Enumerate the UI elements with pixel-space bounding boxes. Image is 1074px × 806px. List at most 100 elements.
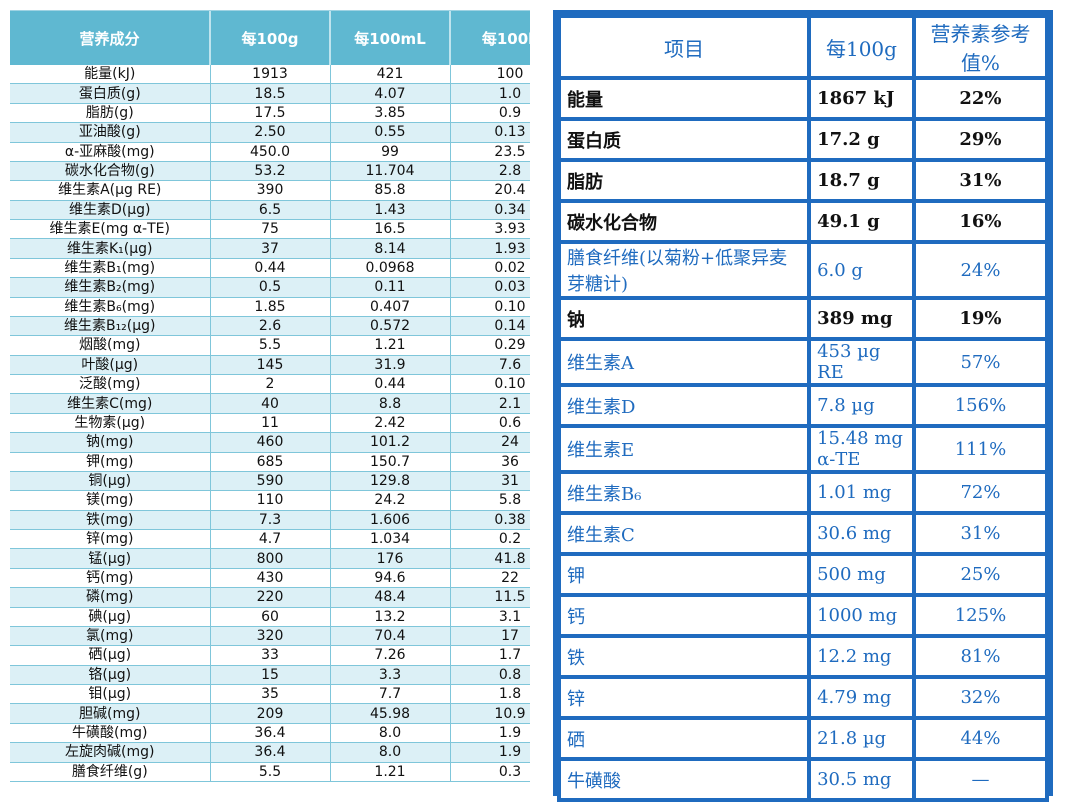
left-cell-per-100ml: 101.2 <box>330 432 451 453</box>
left-cell-per-100g: 590 <box>210 471 331 492</box>
right-cell-nrv: 111% <box>915 428 1045 470</box>
right-cell-nrv: 156% <box>915 387 1045 424</box>
left-cell-per-100ml: 129.8 <box>330 471 451 492</box>
left-cell-nutrient: 维生素B₂(mg) <box>10 277 211 298</box>
left-cell-nutrient: 磷(mg) <box>10 587 211 608</box>
left-cell-per-100ml: 99 <box>330 142 451 162</box>
left-cell-per-100ml: 150.7 <box>330 452 451 472</box>
left-cell-per-100g: 2.50 <box>210 122 331 143</box>
right-cell-per-100g: 389 mg <box>811 300 912 337</box>
table-row: 维生素C(mg) 40 8.8 2.1 <box>10 393 530 414</box>
left-cell-per-100k: 1.7 <box>450 645 530 666</box>
table-row: 钙 1000 mg 125% <box>561 597 1045 634</box>
left-cell-per-100ml: 70.4 <box>330 626 451 647</box>
left-cell-per-100g: 320 <box>210 626 331 647</box>
left-cell-per-100g: 145 <box>210 355 331 376</box>
table-row: 硒(µg) 33 7.26 1.7 <box>10 645 530 666</box>
right-cell-item: 碳水化合物 <box>561 203 808 240</box>
right-cell-nrv: 19% <box>915 300 1045 337</box>
table-row: 维生素A(µg RE) 390 85.8 20.4 <box>10 180 530 201</box>
left-cell-nutrient: 脂肪(g) <box>10 103 211 124</box>
table-row: 维生素D 7.8 µg 156% <box>561 387 1045 424</box>
left-cell-per-100g: 450.0 <box>210 142 331 162</box>
left-cell-per-100k: 36 <box>450 452 530 472</box>
left-cell-per-100ml: 0.0968 <box>330 258 451 279</box>
right-cell-item: 维生素A <box>561 341 808 383</box>
right-cell-per-100g: 18.7 g <box>811 162 912 199</box>
left-cell-nutrient: 泛酸(mg) <box>10 374 211 395</box>
left-cell-per-100ml: 2.42 <box>330 413 451 434</box>
right-cell-item: 能量 <box>561 80 808 117</box>
right-cell-nrv: 32% <box>915 679 1045 716</box>
table-row: 钠(mg) 460 101.2 24 <box>10 432 530 453</box>
left-cell-per-100ml: 0.572 <box>330 316 451 337</box>
left-cell-per-100g: 36.4 <box>210 742 331 763</box>
left-cell-per-100g: 53.2 <box>210 161 331 182</box>
left-cell-per-100ml: 1.43 <box>330 200 451 221</box>
right-cell-item: 维生素C <box>561 515 808 552</box>
right-cell-nrv: 29% <box>915 121 1045 158</box>
table-row: 左旋肉碱(mg) 36.4 8.0 1.9 <box>10 742 530 763</box>
left-cell-per-100k: 0.2 <box>450 529 530 550</box>
left-header-nutrient: 营养成分 <box>10 11 211 65</box>
left-cell-per-100k: 0.34 <box>450 200 530 221</box>
table-row: 叶酸(µg) 145 31.9 7.6 <box>10 355 530 376</box>
left-header-per-100ml: 每100mL <box>330 11 451 65</box>
left-cell-per-100k: 0.6 <box>450 413 530 434</box>
table-row: 维生素B₂(mg) 0.5 0.11 0.03 <box>10 277 530 298</box>
table-row: 钠 389 mg 19% <box>561 300 1045 337</box>
table-row: 维生素B₆ 1.01 mg 72% <box>561 474 1045 511</box>
left-cell-per-100g: 5.5 <box>210 762 331 782</box>
table-row: 能量 1867 kJ 22% <box>561 80 1045 117</box>
right-cell-item: 脂肪 <box>561 162 808 199</box>
left-cell-per-100ml: 1.21 <box>330 335 451 356</box>
left-cell-nutrient: 碘(µg) <box>10 607 211 627</box>
left-cell-per-100k: 1.8 <box>450 684 530 705</box>
left-cell-per-100ml: 8.14 <box>330 238 451 259</box>
right-cell-item: 膳食纤维(以菊粉+低聚异麦芽糖计) <box>561 244 808 296</box>
right-cell-item: 维生素E <box>561 428 808 470</box>
left-cell-per-100g: 60 <box>210 607 331 627</box>
right-cell-item: 钾 <box>561 556 808 593</box>
table-row: 铁(mg) 7.3 1.606 0.38 <box>10 510 530 531</box>
table-row: 胆碱(mg) 209 45.98 10.9 <box>10 703 530 724</box>
table-row: 碳水化合物 49.1 g 16% <box>561 203 1045 240</box>
right-cell-per-100g: 500 mg <box>811 556 912 593</box>
left-cell-per-100k: 0.14 <box>450 316 530 337</box>
right-cell-item: 铁 <box>561 638 808 675</box>
left-cell-nutrient: 维生素C(mg) <box>10 393 211 414</box>
table-row: 维生素B₆(mg) 1.85 0.407 0.10 <box>10 297 530 317</box>
table-row: 维生素A 453 µg RE 57% <box>561 341 1045 383</box>
left-nutrition-table: 营养成分 每100g 每100mL 每100k 能量(kJ)1913421100… <box>10 11 530 782</box>
right-cell-nrv: 57% <box>915 341 1045 383</box>
left-cell-per-100g: 0.44 <box>210 258 331 279</box>
table-row: 钙(mg) 430 94.6 22 <box>10 568 530 589</box>
table-row: 维生素E 15.48 mg α-TE 111% <box>561 428 1045 470</box>
left-cell-per-100g: 15 <box>210 665 331 686</box>
table-row: 钾 500 mg 25% <box>561 556 1045 593</box>
right-cell-per-100g: 49.1 g <box>811 203 912 240</box>
left-cell-per-100g: 220 <box>210 587 331 608</box>
right-cell-item: 维生素D <box>561 387 808 424</box>
left-cell-per-100g: 37 <box>210 238 331 259</box>
left-cell-nutrient: 烟酸(mg) <box>10 335 211 356</box>
left-cell-per-100ml: 45.98 <box>330 703 451 724</box>
table-row: 维生素C 30.6 mg 31% <box>561 515 1045 552</box>
left-cell-per-100k: 7.6 <box>450 355 530 376</box>
left-cell-per-100k: 31 <box>450 471 530 492</box>
left-cell-per-100ml: 421 <box>330 65 451 85</box>
left-cell-per-100ml: 24.2 <box>330 490 451 511</box>
left-cell-per-100ml: 31.9 <box>330 355 451 376</box>
left-cell-per-100ml: 0.11 <box>330 277 451 298</box>
left-cell-nutrient: 锌(mg) <box>10 529 211 550</box>
left-cell-nutrient: 维生素E(mg α-TE) <box>10 219 211 240</box>
left-cell-per-100g: 40 <box>210 393 331 414</box>
left-cell-nutrient: 氯(mg) <box>10 626 211 647</box>
left-cell-per-100g: 7.3 <box>210 510 331 531</box>
table-row: 膳食纤维(以菊粉+低聚异麦芽糖计) 6.0 g 24% <box>561 244 1045 296</box>
right-header-per-100g: 每100g <box>811 18 912 76</box>
right-cell-per-100g: 1867 kJ <box>811 80 912 117</box>
left-cell-nutrient: 左旋肉碱(mg) <box>10 742 211 763</box>
left-cell-per-100k: 20.4 <box>450 180 530 201</box>
table-row: 镁(mg) 110 24.2 5.8 <box>10 490 530 511</box>
